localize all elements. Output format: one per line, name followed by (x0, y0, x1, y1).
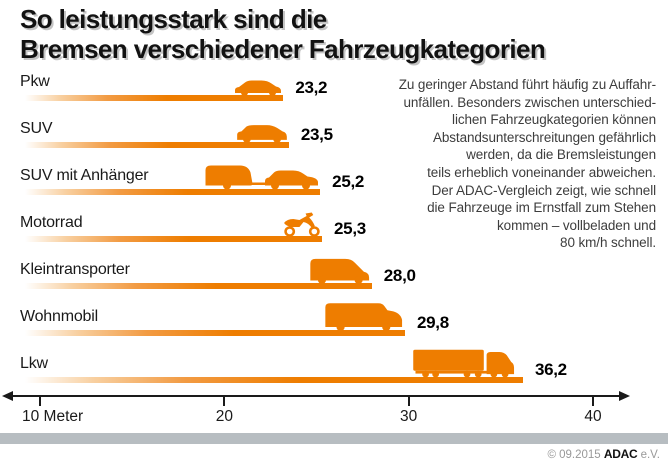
bar-kleintransporter (25, 283, 372, 289)
camper-icon (323, 301, 405, 331)
category-label-kleintransporter: Kleintransporter (20, 261, 130, 278)
suv-icon (235, 123, 289, 143)
motorcycle-icon (282, 211, 322, 237)
title-line-1: So leistungsstark sind die (20, 4, 327, 34)
x-axis-line (8, 395, 620, 398)
axis-label-10-meter: 10 Meter (22, 408, 84, 425)
bar-motorrad (25, 236, 323, 242)
axis-label-40: 40 (584, 408, 602, 425)
axis-label-30: 30 (400, 408, 418, 425)
axis-tick-30 (407, 397, 410, 406)
axis-tick-20 (223, 397, 226, 406)
axis-tick-10 (39, 397, 41, 406)
title-line-2: Bremsen verschiedener Fahrzeugkategorien (20, 34, 546, 64)
footer-copyright: © 09.2015 (547, 449, 601, 461)
value-label-wohnmobil: 29,8 (416, 313, 449, 332)
bar-suv-anhaenger (25, 189, 321, 195)
footer-credit: © 09.2015 ADAC e.V. (547, 447, 660, 461)
category-label-pkw: Pkw (20, 73, 50, 90)
category-label-wohnmobil: Wohnmobil (20, 308, 98, 325)
footer-suffix: e.V. (640, 449, 660, 461)
bar-wohnmobil (25, 330, 405, 336)
axis-arrow-left-icon (2, 390, 13, 401)
bar-pkw (25, 95, 284, 101)
van-icon (308, 256, 372, 284)
category-label-motorrad: Motorrad (20, 214, 83, 231)
car-icon (233, 78, 283, 96)
axis-label-20: 20 (215, 408, 233, 425)
value-label-kleintransporter: 28,0 (383, 266, 416, 285)
truck-icon (411, 347, 523, 378)
category-label-suv-anhaenger: SUV mit Anhänger (20, 167, 149, 184)
page-title: So leistungsstark sind die Bremsen versch… (20, 4, 546, 64)
suv-with-trailer-icon (203, 163, 320, 190)
value-label-lkw: 36,2 (534, 360, 567, 379)
adac-logo: ADAC (603, 447, 638, 461)
category-label-lkw: Lkw (20, 355, 48, 372)
axis-arrow-right-icon (619, 390, 630, 401)
footer-divider-bar (0, 433, 668, 444)
axis-tick-40 (591, 397, 594, 406)
value-label-pkw: 23,2 (295, 78, 328, 97)
category-label-suv: SUV (20, 120, 53, 137)
value-label-suv: 23,5 (300, 125, 333, 144)
bar-lkw (25, 377, 523, 383)
description-text: Zu geringer Abstand führt häufig zu Auff… (398, 77, 656, 251)
bar-suv (25, 142, 289, 148)
